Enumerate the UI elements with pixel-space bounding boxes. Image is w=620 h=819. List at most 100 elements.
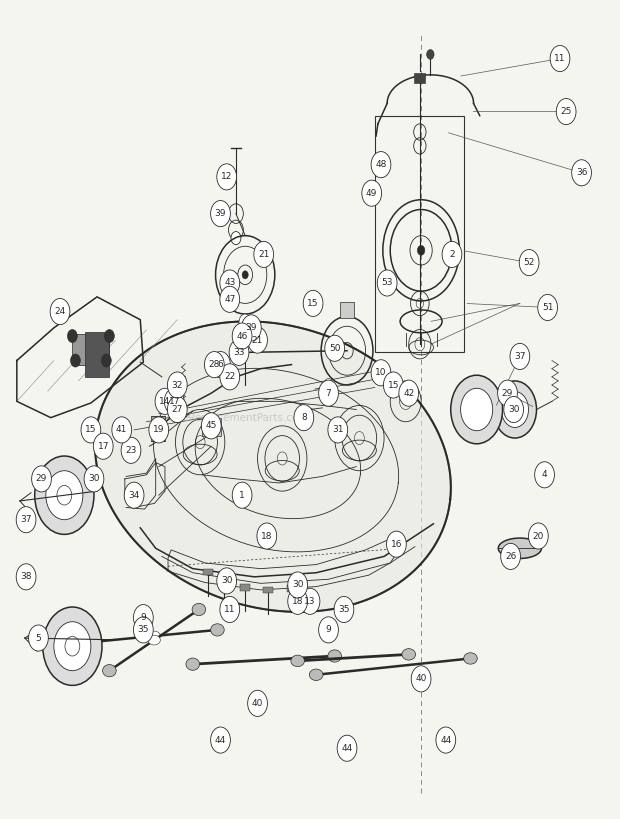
Circle shape — [288, 572, 308, 598]
Circle shape — [411, 666, 431, 692]
Circle shape — [217, 164, 237, 190]
Circle shape — [167, 372, 187, 398]
Circle shape — [319, 380, 339, 406]
Circle shape — [534, 462, 554, 488]
Circle shape — [550, 46, 570, 71]
Circle shape — [149, 417, 169, 443]
Circle shape — [294, 405, 314, 431]
Text: 7: 7 — [326, 389, 332, 398]
Text: 49: 49 — [366, 188, 378, 197]
Circle shape — [288, 588, 308, 614]
Text: 36: 36 — [576, 168, 587, 177]
Circle shape — [50, 298, 70, 324]
Text: 35: 35 — [138, 626, 149, 635]
Ellipse shape — [309, 669, 323, 681]
Circle shape — [229, 339, 249, 365]
Circle shape — [220, 287, 240, 312]
Circle shape — [54, 622, 91, 671]
Text: 40: 40 — [415, 674, 427, 683]
Circle shape — [220, 364, 240, 390]
Circle shape — [383, 372, 403, 398]
Circle shape — [528, 523, 548, 549]
Circle shape — [242, 271, 248, 279]
Text: 5: 5 — [35, 634, 42, 643]
Text: 14: 14 — [159, 397, 170, 406]
Text: 9: 9 — [141, 613, 146, 622]
Text: 20: 20 — [533, 532, 544, 541]
Circle shape — [71, 354, 81, 367]
Ellipse shape — [186, 658, 200, 670]
Circle shape — [257, 523, 277, 549]
Circle shape — [102, 354, 111, 367]
Circle shape — [29, 625, 48, 651]
Circle shape — [362, 180, 381, 206]
Text: 22: 22 — [224, 373, 236, 382]
Text: 13: 13 — [304, 597, 316, 606]
Text: 41: 41 — [116, 425, 128, 434]
Ellipse shape — [84, 636, 98, 649]
Text: 29: 29 — [502, 389, 513, 398]
Text: 2: 2 — [449, 250, 455, 259]
Circle shape — [164, 388, 184, 414]
Bar — [73, 333, 109, 364]
Text: 23: 23 — [125, 446, 136, 455]
Circle shape — [504, 396, 523, 423]
Circle shape — [325, 335, 345, 361]
Text: 40: 40 — [252, 699, 264, 708]
Ellipse shape — [464, 653, 477, 664]
Text: 6: 6 — [218, 360, 223, 369]
Text: 10: 10 — [375, 369, 387, 378]
Circle shape — [556, 98, 576, 124]
Text: 21: 21 — [258, 250, 270, 259]
Text: 51: 51 — [542, 303, 554, 312]
Text: 17: 17 — [97, 441, 109, 450]
Text: 50: 50 — [329, 344, 340, 353]
Circle shape — [133, 604, 153, 631]
Circle shape — [167, 396, 187, 423]
Circle shape — [16, 563, 36, 590]
Circle shape — [220, 270, 240, 296]
Bar — [151, 416, 165, 441]
Circle shape — [319, 617, 339, 643]
Ellipse shape — [103, 664, 116, 676]
Text: 37: 37 — [20, 515, 32, 524]
Circle shape — [232, 482, 252, 509]
Text: 31: 31 — [332, 425, 343, 434]
Text: 38: 38 — [20, 572, 32, 581]
Circle shape — [112, 417, 131, 443]
Circle shape — [81, 417, 101, 443]
Text: 25: 25 — [560, 107, 572, 116]
Text: 9: 9 — [326, 626, 332, 635]
Text: 43: 43 — [224, 278, 236, 287]
Circle shape — [371, 360, 391, 386]
Bar — [241, 584, 250, 590]
Text: 30: 30 — [221, 577, 232, 586]
Circle shape — [94, 433, 113, 459]
Circle shape — [232, 323, 252, 349]
Text: 24: 24 — [55, 307, 66, 316]
Text: 44: 44 — [440, 735, 451, 744]
Text: 26: 26 — [505, 552, 516, 561]
Text: 47: 47 — [224, 295, 236, 304]
Ellipse shape — [498, 538, 541, 559]
Text: 12: 12 — [221, 172, 232, 181]
Bar — [340, 301, 355, 318]
Text: 18: 18 — [292, 597, 303, 606]
Text: 15: 15 — [388, 381, 399, 390]
Circle shape — [133, 617, 153, 643]
Circle shape — [451, 375, 503, 444]
Circle shape — [104, 329, 114, 342]
Text: 44: 44 — [215, 735, 226, 744]
Circle shape — [510, 343, 529, 369]
Circle shape — [121, 437, 141, 464]
Circle shape — [417, 246, 425, 256]
Circle shape — [427, 49, 434, 59]
Text: 21: 21 — [252, 336, 264, 345]
Circle shape — [371, 152, 391, 178]
Ellipse shape — [328, 650, 342, 662]
Text: 28: 28 — [209, 360, 220, 369]
Circle shape — [324, 378, 334, 391]
Circle shape — [300, 588, 320, 614]
Ellipse shape — [291, 655, 304, 667]
Circle shape — [254, 242, 273, 268]
